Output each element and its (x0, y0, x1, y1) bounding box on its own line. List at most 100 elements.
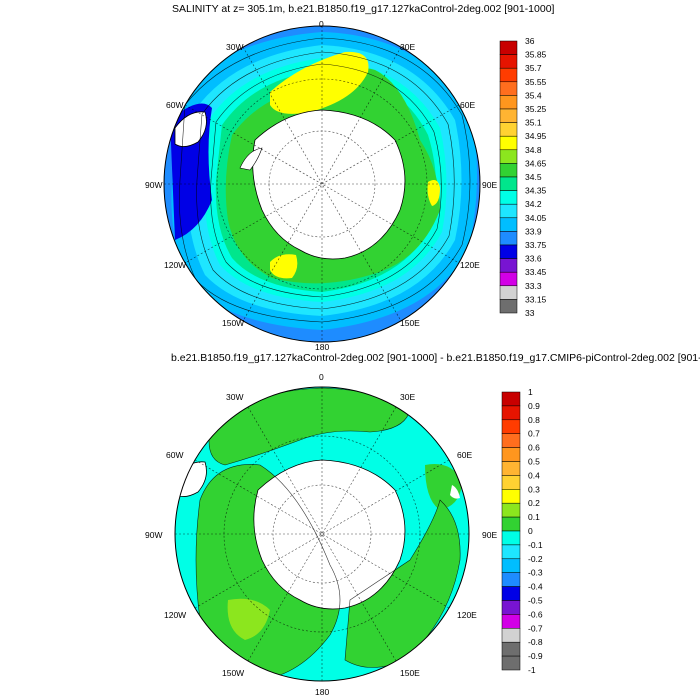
colorbar-swatch (501, 461, 521, 476)
colorbar-tick-label: 0.3 (528, 484, 540, 494)
lon-label-90e: 90E (482, 530, 497, 540)
colorbar-swatch (501, 475, 521, 490)
lon-label-90w: 90W (145, 530, 162, 540)
colorbar-tick-label: -0.6 (528, 609, 543, 619)
lon-label-0: 0 (319, 19, 324, 29)
colorbar-swatch (501, 502, 521, 518)
colorbar-swatch (501, 489, 521, 504)
colorbar-tick-label: 0.1 (528, 512, 540, 522)
colorbar-swatch (501, 447, 521, 462)
antarctic-peninsula (239, 147, 263, 171)
antarctica-landmass (252, 109, 406, 260)
colorbar-swatch (499, 149, 518, 164)
map-border-top (163, 25, 481, 343)
positive-anomaly-pacific-east (345, 500, 461, 668)
colorbar-tick-label: 33.9 (525, 226, 542, 236)
colorbar-swatch (501, 516, 521, 532)
island-marker (450, 485, 460, 499)
colorbar-tick-label: 35.25 (525, 104, 547, 114)
lon-label-120w: 120W (164, 610, 186, 620)
salinity-map: 0 30E 60E 90E 120E 150E 180 150W 120W 90… (145, 19, 497, 352)
salinity-difference-map: 0 30E 60E 90E 120E 150E 180 150W 120W 90… (145, 372, 497, 697)
colorbar-tick-label: 35.85 (525, 50, 547, 60)
lon-label-90e: 90E (482, 180, 497, 190)
colorbar-tick-label: -0.5 (528, 596, 543, 606)
lon-label-150w: 150W (222, 668, 244, 678)
lon-label-90w: 90W (145, 180, 162, 190)
colorbar-swatch (499, 217, 518, 232)
colorbar-swatch (499, 135, 518, 151)
colorbar-tick-label: 36 (525, 36, 535, 46)
lon-label-180: 180 (315, 342, 329, 352)
colorbar-swatch (499, 176, 518, 191)
colorbar-swatch (501, 655, 521, 671)
colorbar-tick-label: 33.6 (525, 254, 542, 264)
colorbar-tick-label: 34.05 (525, 213, 547, 223)
colorbar-swatch (501, 433, 521, 448)
colorbar-swatch (501, 405, 521, 421)
colorbar-tick-label: -1 (528, 665, 536, 675)
colorbar-tick-label: 0.2 (528, 498, 540, 508)
colorbar-swatch (501, 614, 521, 629)
colorbar-swatch (499, 67, 518, 83)
colorbar-tick-label: 33.15 (525, 294, 547, 304)
colorbar-swatch (499, 95, 518, 110)
colorbar-tick-label: 34.35 (525, 186, 547, 196)
colorbar-swatch (499, 163, 518, 178)
lon-label-0: 0 (319, 372, 324, 382)
colorbar-tick-label: 0.6 (528, 443, 540, 453)
lon-label-150e: 150E (400, 668, 420, 678)
colorbar-swatch (499, 54, 518, 69)
lon-label-60e: 60E (460, 100, 475, 110)
colorbar-swatch (501, 586, 521, 601)
colorbar-tick-label: -0.3 (528, 568, 543, 578)
colorbar-tick-label: 0.4 (528, 470, 540, 480)
colorbar-tick-label: 0.8 (528, 415, 540, 425)
colorbar-swatch (501, 558, 521, 573)
lon-label-180: 180 (315, 687, 329, 697)
colorbar-swatch (499, 81, 518, 96)
antarctica-landmass (253, 459, 406, 610)
positive-anomaly-atlantic (209, 388, 410, 465)
map-title-top: SALINITY at z= 305.1m, b.e21.B1850.f19_g… (172, 3, 555, 15)
lon-label-120w: 120W (164, 260, 186, 270)
colorbar-top: 36 35.85 35.7 35.55 35.4 35.25 35.1 34.95 34.8 34… (499, 36, 547, 318)
colorbar-tick-label: 34.95 (525, 131, 547, 141)
colorbar-tick-label: 34.8 (525, 145, 542, 155)
colorbar-swatch (499, 244, 518, 259)
high-salinity-patch-pacific (270, 254, 298, 279)
lon-label-120e: 120E (457, 610, 477, 620)
colorbar-swatch (501, 572, 521, 587)
colorbar-tick-label: 35.4 (525, 90, 542, 100)
colorbar-tick-label: -0.9 (528, 651, 543, 661)
lon-label-30e: 30E (400, 392, 415, 402)
colorbar-tick-label: 0 (528, 526, 533, 536)
colorbar-bottom: 1 0.9 0.8 0.7 0.6 0.5 0.4 0.3 0.2 0.1 0 -0.1 -0.2 -0.… (501, 387, 543, 675)
colorbar-tick-label: 33.75 (525, 240, 547, 250)
lon-label-150e: 150E (400, 318, 420, 328)
colorbar-swatch (499, 271, 518, 287)
colorbar-tick-label: 33.45 (525, 267, 547, 277)
colorbar-tick-label: -0.4 (528, 582, 543, 592)
colorbar-tick-label: 0.9 (528, 401, 540, 411)
colorbar-tick-label: 34.65 (525, 158, 547, 168)
colorbar-swatch (499, 299, 518, 314)
colorbar-tick-label: 0.5 (528, 457, 540, 467)
map-title-bottom: b.e21.B1850.f19_g17.127kaControl-2deg.00… (171, 352, 700, 364)
colorbar-tick-label: 1 (528, 387, 533, 397)
lon-label-60w: 60W (166, 100, 183, 110)
colorbar-tick-label: 0.7 (528, 429, 540, 439)
lon-label-120e: 120E (460, 260, 480, 270)
colorbar-swatch (501, 544, 521, 560)
lon-label-150w: 150W (222, 318, 244, 328)
colorbar-tick-label: 34.2 (525, 199, 542, 209)
colorbar-tick-label: 33.3 (525, 281, 542, 291)
colorbar-tick-label: -0.8 (528, 637, 543, 647)
colorbar-swatch (499, 190, 518, 205)
map-border-bottom (174, 386, 470, 682)
colorbar-swatch (499, 108, 518, 123)
colorbar-swatch (501, 530, 521, 546)
lon-label-60e: 60E (457, 450, 472, 460)
colorbar-tick-label: -0.1 (528, 540, 543, 550)
